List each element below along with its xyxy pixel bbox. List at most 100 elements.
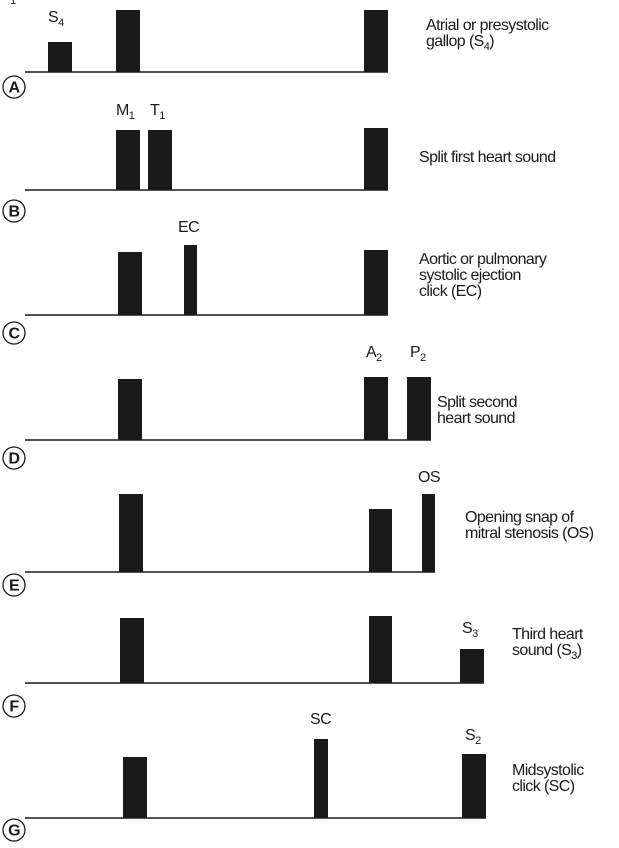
subscript: 1 bbox=[10, 0, 16, 7]
sound-bar bbox=[148, 130, 172, 190]
text-run: T bbox=[150, 102, 160, 119]
text-run: S bbox=[48, 9, 58, 26]
description-line: systolic ejection bbox=[419, 267, 521, 284]
panel: GS1SCS2Midsystolicclick (SC) bbox=[0, 0, 585, 842]
description-line: click (SC) bbox=[512, 778, 575, 795]
sound-label: S4 bbox=[48, 9, 64, 29]
sound-label: EC bbox=[178, 219, 199, 236]
sound-label: T1 bbox=[150, 102, 165, 122]
panel-badge bbox=[2, 573, 26, 597]
sound-label: S3 bbox=[462, 620, 478, 640]
panel-badge bbox=[2, 818, 26, 842]
description-line: sound (S3) bbox=[512, 642, 582, 662]
text-run: Third heart bbox=[512, 626, 584, 643]
sound-label: OS bbox=[418, 469, 440, 486]
sound-bar bbox=[118, 379, 142, 440]
text-run: Opening snap of bbox=[465, 509, 575, 526]
text-run: Midsystolic bbox=[512, 762, 584, 779]
text-run: S bbox=[0, 0, 10, 4]
description-line: Third heart bbox=[512, 626, 584, 643]
description-line: heart sound bbox=[437, 410, 515, 427]
sound-label: P2 bbox=[410, 344, 426, 364]
sound-bar bbox=[123, 757, 147, 818]
text-run: systolic ejection bbox=[419, 267, 521, 284]
text-run: Split second bbox=[437, 394, 517, 411]
sound-bar bbox=[422, 494, 435, 572]
sound-bar bbox=[116, 10, 140, 72]
text-run: click (SC) bbox=[512, 778, 575, 795]
description-line: Aortic or pulmonary bbox=[419, 251, 547, 268]
description-line: Atrial or presystolic bbox=[426, 17, 549, 34]
subscript: 4 bbox=[58, 17, 64, 29]
text-run: ) bbox=[577, 642, 582, 659]
subscript: 2 bbox=[376, 352, 382, 364]
sound-bar bbox=[314, 739, 328, 818]
sound-label: A2 bbox=[366, 344, 382, 364]
text-run: EC bbox=[178, 219, 199, 236]
sound-bar bbox=[48, 42, 72, 72]
text-run: mitral stenosis (OS) bbox=[465, 525, 594, 542]
sound-label: M1 bbox=[116, 102, 135, 122]
subscript: 3 bbox=[571, 650, 577, 662]
sound-bar bbox=[116, 130, 140, 190]
description-line: Split first heart sound bbox=[419, 149, 556, 166]
text-run: SC bbox=[310, 711, 331, 728]
sound-bar bbox=[369, 509, 392, 572]
text-run: M bbox=[116, 102, 129, 119]
subscript: 1 bbox=[159, 110, 165, 122]
text-run: gallop (S bbox=[426, 33, 484, 50]
sound-bar bbox=[364, 250, 388, 315]
subscript: 2 bbox=[420, 352, 426, 364]
text-run: sound (S bbox=[512, 642, 571, 659]
subscript: 2 bbox=[475, 735, 481, 747]
sound-bar bbox=[184, 245, 197, 315]
panel-badge bbox=[2, 694, 26, 718]
sound-bar bbox=[120, 618, 144, 683]
sound-bar bbox=[119, 494, 143, 572]
panel-letter: G bbox=[8, 823, 20, 840]
subscript: 1 bbox=[129, 110, 135, 122]
sound-bar bbox=[462, 754, 486, 818]
text-run: heart sound bbox=[437, 410, 515, 427]
sound-label: S2 bbox=[465, 727, 481, 747]
description-line: Split second bbox=[437, 394, 517, 411]
sound-bar bbox=[364, 128, 388, 190]
panel-letter: A bbox=[9, 80, 21, 97]
panel-badge bbox=[2, 446, 26, 470]
description-line: mitral stenosis (OS) bbox=[465, 525, 594, 542]
description-line: Midsystolic bbox=[512, 762, 584, 779]
panel-letter: F bbox=[9, 699, 19, 716]
panel-letter: B bbox=[9, 204, 20, 221]
panel-badge bbox=[2, 199, 26, 223]
description-line: click (EC) bbox=[419, 283, 482, 300]
sound-label: SC bbox=[310, 711, 331, 728]
text-run: A bbox=[366, 344, 377, 361]
text-run: S bbox=[465, 727, 475, 744]
text-run: click (EC) bbox=[419, 283, 482, 300]
sound-bar bbox=[407, 377, 431, 440]
description-line: gallop (S4) bbox=[426, 33, 494, 53]
sound-bar bbox=[118, 252, 142, 315]
text-run: OS bbox=[418, 469, 440, 486]
description-line: Opening snap of bbox=[465, 509, 575, 526]
text-run: P bbox=[410, 344, 420, 361]
sound-bar bbox=[460, 649, 484, 683]
subscript: 4 bbox=[484, 41, 490, 53]
panel-letter: C bbox=[9, 326, 21, 343]
text-run: Split first heart sound bbox=[419, 149, 556, 166]
sound-bar bbox=[369, 616, 392, 683]
panel-badge bbox=[2, 75, 26, 99]
sound-bar bbox=[364, 377, 388, 440]
sound-label: S1 bbox=[0, 0, 16, 7]
text-run: Aortic or pulmonary bbox=[419, 251, 547, 268]
panel-letter: E bbox=[9, 578, 20, 595]
sound-bar bbox=[364, 10, 388, 72]
panel-letter: D bbox=[9, 451, 20, 468]
